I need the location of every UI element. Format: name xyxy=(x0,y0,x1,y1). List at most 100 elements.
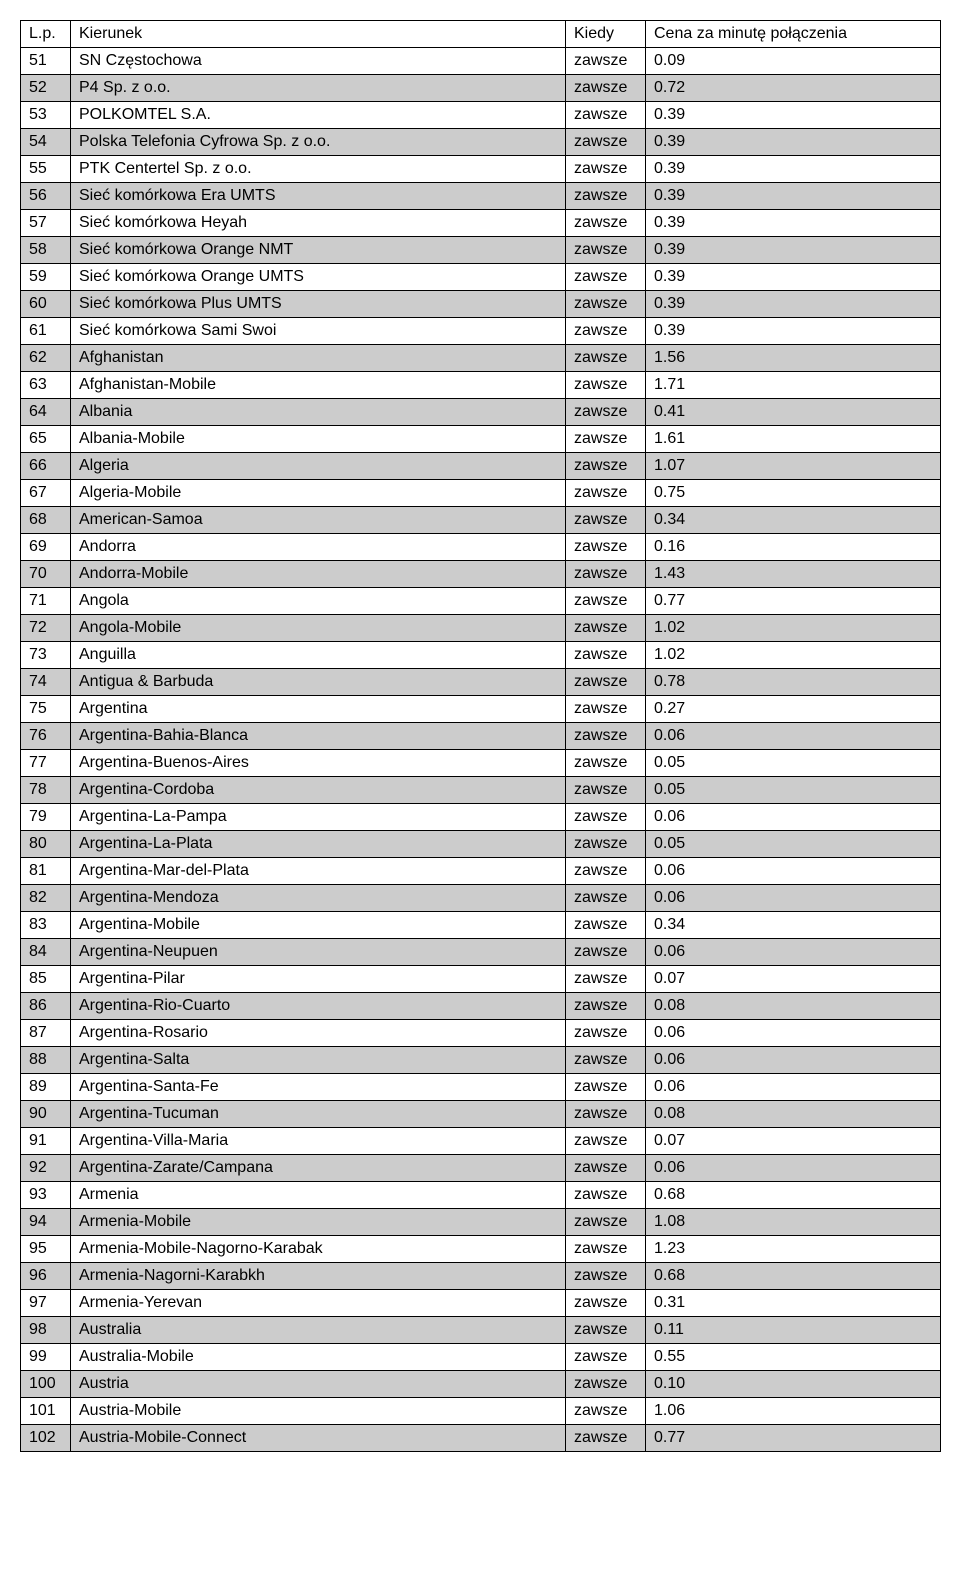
table-row: 52P4 Sp. z o.o.zawsze0.72 xyxy=(21,75,941,102)
cell-kiedy: zawsze xyxy=(566,912,646,939)
cell-kierunek: Argentina-Zarate/Campana xyxy=(71,1155,566,1182)
table-row: 86Argentina-Rio-Cuartozawsze0.08 xyxy=(21,993,941,1020)
col-header-lp: L.p. xyxy=(21,21,71,48)
cell-kiedy: zawsze xyxy=(566,345,646,372)
cell-cena: 0.05 xyxy=(646,777,941,804)
cell-kierunek: Argentina-Salta xyxy=(71,1047,566,1074)
cell-cena: 0.07 xyxy=(646,1128,941,1155)
cell-kierunek: Austria-Mobile xyxy=(71,1398,566,1425)
cell-kiedy: zawsze xyxy=(566,507,646,534)
cell-lp: 59 xyxy=(21,264,71,291)
price-table: L.p. Kierunek Kiedy Cena za minutę połąc… xyxy=(20,20,941,1452)
cell-cena: 0.39 xyxy=(646,264,941,291)
cell-lp: 90 xyxy=(21,1101,71,1128)
cell-kiedy: zawsze xyxy=(566,588,646,615)
cell-kiedy: zawsze xyxy=(566,858,646,885)
cell-cena: 0.10 xyxy=(646,1371,941,1398)
cell-kierunek: Angola xyxy=(71,588,566,615)
cell-kierunek: Argentina-Rosario xyxy=(71,1020,566,1047)
cell-kierunek: Argentina-Mendoza xyxy=(71,885,566,912)
cell-lp: 96 xyxy=(21,1263,71,1290)
cell-kierunek: Anguilla xyxy=(71,642,566,669)
cell-kierunek: Argentina-Bahia-Blanca xyxy=(71,723,566,750)
cell-cena: 0.06 xyxy=(646,1020,941,1047)
cell-kierunek: Argentina-Buenos-Aires xyxy=(71,750,566,777)
cell-kiedy: zawsze xyxy=(566,696,646,723)
cell-kiedy: zawsze xyxy=(566,318,646,345)
cell-lp: 95 xyxy=(21,1236,71,1263)
cell-cena: 0.39 xyxy=(646,129,941,156)
cell-kierunek: Albania xyxy=(71,399,566,426)
cell-lp: 87 xyxy=(21,1020,71,1047)
table-header-row: L.p. Kierunek Kiedy Cena za minutę połąc… xyxy=(21,21,941,48)
cell-lp: 69 xyxy=(21,534,71,561)
cell-kierunek: SN Częstochowa xyxy=(71,48,566,75)
table-row: 89Argentina-Santa-Fezawsze0.06 xyxy=(21,1074,941,1101)
table-row: 102Austria-Mobile-Connectzawsze0.77 xyxy=(21,1425,941,1452)
table-row: 74Antigua & Barbudazawsze0.78 xyxy=(21,669,941,696)
cell-kiedy: zawsze xyxy=(566,777,646,804)
cell-lp: 75 xyxy=(21,696,71,723)
cell-kierunek: Australia-Mobile xyxy=(71,1344,566,1371)
table-row: 65Albania-Mobilezawsze1.61 xyxy=(21,426,941,453)
table-row: 98Australiazawsze0.11 xyxy=(21,1317,941,1344)
cell-kiedy: zawsze xyxy=(566,1398,646,1425)
table-row: 90Argentina-Tucumanzawsze0.08 xyxy=(21,1101,941,1128)
cell-kierunek: Austria-Mobile-Connect xyxy=(71,1425,566,1452)
table-row: 69Andorrazawsze0.16 xyxy=(21,534,941,561)
table-row: 95Armenia-Mobile-Nagorno-Karabakzawsze1.… xyxy=(21,1236,941,1263)
cell-kierunek: Albania-Mobile xyxy=(71,426,566,453)
cell-kierunek: Argentina-Santa-Fe xyxy=(71,1074,566,1101)
cell-cena: 0.06 xyxy=(646,858,941,885)
cell-kiedy: zawsze xyxy=(566,453,646,480)
cell-lp: 54 xyxy=(21,129,71,156)
table-row: 80Argentina-La-Platazawsze0.05 xyxy=(21,831,941,858)
cell-cena: 0.39 xyxy=(646,318,941,345)
cell-cena: 0.68 xyxy=(646,1263,941,1290)
cell-kiedy: zawsze xyxy=(566,48,646,75)
cell-kiedy: zawsze xyxy=(566,237,646,264)
cell-kierunek: Angola-Mobile xyxy=(71,615,566,642)
cell-lp: 93 xyxy=(21,1182,71,1209)
table-row: 92Argentina-Zarate/Campanazawsze0.06 xyxy=(21,1155,941,1182)
table-row: 59Sieć komórkowa Orange UMTSzawsze0.39 xyxy=(21,264,941,291)
cell-lp: 70 xyxy=(21,561,71,588)
cell-lp: 74 xyxy=(21,669,71,696)
cell-cena: 0.27 xyxy=(646,696,941,723)
cell-kierunek: Argentina xyxy=(71,696,566,723)
cell-lp: 66 xyxy=(21,453,71,480)
cell-cena: 1.61 xyxy=(646,426,941,453)
cell-lp: 57 xyxy=(21,210,71,237)
cell-kierunek: Sieć komórkowa Plus UMTS xyxy=(71,291,566,318)
table-row: 64Albaniazawsze0.41 xyxy=(21,399,941,426)
cell-kierunek: Argentina-Rio-Cuarto xyxy=(71,993,566,1020)
cell-cena: 0.39 xyxy=(646,237,941,264)
cell-cena: 0.06 xyxy=(646,1074,941,1101)
cell-kiedy: zawsze xyxy=(566,1101,646,1128)
cell-kierunek: Algeria xyxy=(71,453,566,480)
cell-cena: 0.39 xyxy=(646,183,941,210)
table-row: 77Argentina-Buenos-Aireszawsze0.05 xyxy=(21,750,941,777)
cell-kierunek: Andorra xyxy=(71,534,566,561)
cell-kierunek: Austria xyxy=(71,1371,566,1398)
cell-cena: 0.72 xyxy=(646,75,941,102)
cell-cena: 0.34 xyxy=(646,507,941,534)
cell-cena: 0.31 xyxy=(646,1290,941,1317)
cell-kierunek: Argentina-Pilar xyxy=(71,966,566,993)
cell-lp: 60 xyxy=(21,291,71,318)
cell-kierunek: POLKOMTEL S.A. xyxy=(71,102,566,129)
cell-kiedy: zawsze xyxy=(566,1371,646,1398)
cell-lp: 97 xyxy=(21,1290,71,1317)
cell-cena: 0.39 xyxy=(646,210,941,237)
cell-lp: 71 xyxy=(21,588,71,615)
table-row: 63Afghanistan-Mobilezawsze1.71 xyxy=(21,372,941,399)
cell-kierunek: Antigua & Barbuda xyxy=(71,669,566,696)
cell-kierunek: Argentina-Cordoba xyxy=(71,777,566,804)
table-row: 76Argentina-Bahia-Blancazawsze0.06 xyxy=(21,723,941,750)
cell-cena: 0.09 xyxy=(646,48,941,75)
cell-lp: 101 xyxy=(21,1398,71,1425)
cell-kiedy: zawsze xyxy=(566,1344,646,1371)
cell-lp: 88 xyxy=(21,1047,71,1074)
table-row: 58Sieć komórkowa Orange NMTzawsze0.39 xyxy=(21,237,941,264)
cell-lp: 73 xyxy=(21,642,71,669)
